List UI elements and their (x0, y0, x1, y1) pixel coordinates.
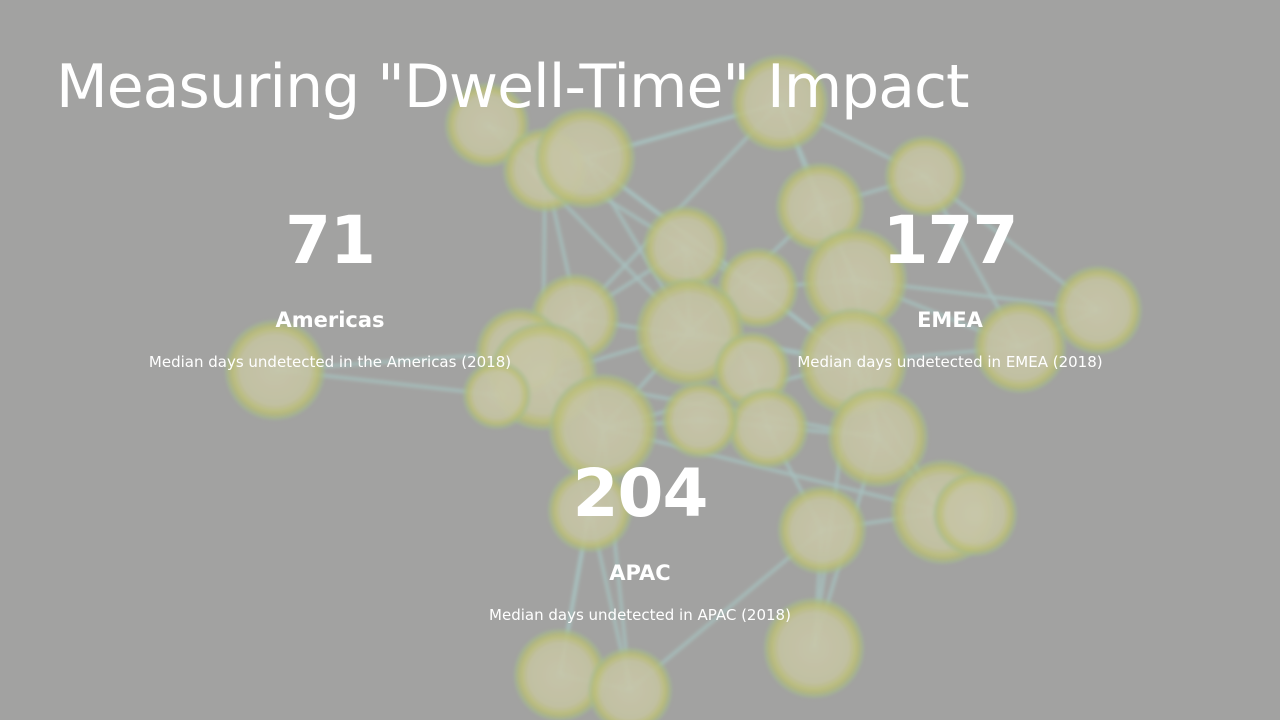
stat-emea-description: Median days undetected in EMEA (2018) (797, 353, 1103, 371)
stat-apac-description: Median days undetected in APAC (2018) (489, 606, 791, 624)
network-node (588, 648, 672, 720)
stat-emea-region: EMEA (917, 308, 983, 332)
network-node (535, 108, 635, 208)
stat-americas: 71 Americas Median days undetected in th… (120, 202, 540, 372)
network-node (1054, 266, 1142, 354)
stat-apac-region: APAC (609, 561, 671, 585)
stat-emea: 177 EMEA Median days undetected in EMEA … (740, 202, 1160, 372)
slide-title: Measuring "Dwell-Time" Impact (56, 52, 970, 122)
network-node (463, 361, 531, 429)
stat-apac-value: 204 (572, 455, 709, 532)
network-node (662, 382, 738, 458)
network-node (933, 472, 1017, 556)
network-node (548, 468, 632, 552)
stat-emea-value: 177 (882, 202, 1019, 279)
network-node (445, 83, 529, 167)
network-node (828, 387, 928, 487)
network-node (764, 598, 864, 698)
stat-americas-description: Median days undetected in the Americas (… (148, 353, 512, 371)
network-node (974, 301, 1066, 393)
stat-americas-region: Americas (275, 308, 385, 332)
stat-americas-value: 71 (285, 202, 376, 279)
network-node (778, 486, 866, 574)
stat-apac: 204 APAC Median days undetected in APAC … (430, 455, 850, 625)
network-node (732, 55, 828, 151)
network-node (225, 320, 325, 420)
network-edge (602, 426, 944, 514)
network-node (885, 136, 965, 216)
